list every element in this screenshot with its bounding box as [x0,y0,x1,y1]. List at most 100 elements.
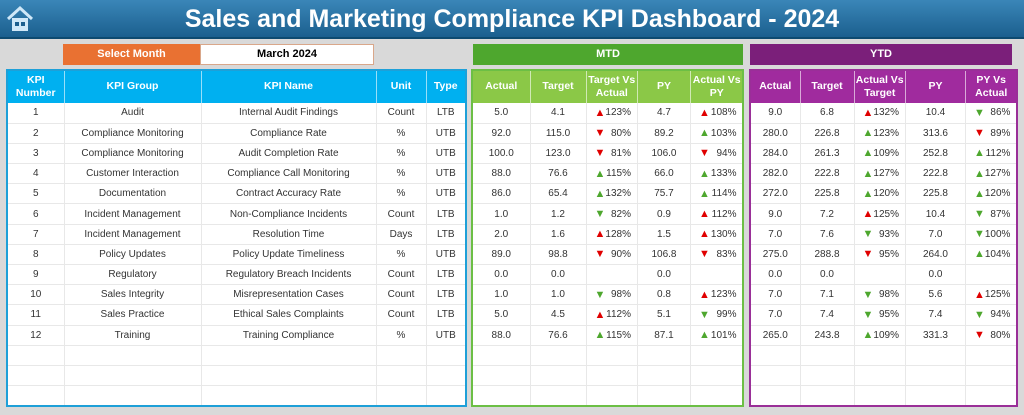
mtd-percent: 115% [606,329,631,341]
ytd-indicator: ▼ 98% [855,289,905,301]
triangle-down-icon: ▼ [594,208,606,221]
mtd-row: 5.0 4.1 ▲ 123% 4.7 ▲ 108% [472,103,744,124]
kpi-group: Policy Updates [64,244,202,266]
ytd-cell: 7.1 [800,284,855,306]
empty-cell [201,365,377,387]
kpi-number: 12 [7,325,65,346]
ytd-cell: 331.3 [905,325,966,346]
kpi-group: Incident Management [64,224,202,245]
triangle-up-icon: ▲ [973,167,985,180]
title-bar: Sales and Marketing Compliance KPI Dashb… [0,0,1024,39]
mtd-cell: 1.5 [637,224,691,245]
mtd-percent: 80% [610,127,631,139]
mtd-cell: 88.0 [472,325,531,346]
col-ytd-actual-vs-target: Actual Vs Target [854,70,906,103]
empty-cell [800,385,855,407]
ytd-row [750,385,1018,407]
ytd-cell: ▼ 86% [965,103,1018,124]
ytd-cell: 0.0 [800,264,855,286]
ytd-indicator: ▼ 94% [966,309,1016,321]
ytd-row: 280.0 226.8 ▲ 123% 313.6 ▼ 89% [750,123,1018,144]
kpi-number: 7 [7,224,65,245]
triangle-up-icon: ▲ [862,329,874,342]
empty-cell [965,345,1018,366]
ytd-percent: 120% [984,188,1011,200]
mtd-indicator: ▲ 133% [691,168,743,180]
triangle-down-icon: ▼ [862,248,874,261]
mtd-cell: ▲ 112% [586,304,638,326]
ytd-row: 7.0 7.6 ▼ 93% 7.0 ▼ 100% [750,224,1018,245]
kpi-unit: Count [376,203,427,225]
kpi-number: 10 [7,284,65,306]
mtd-cell: 5.0 [472,103,531,124]
mtd-cell [690,264,744,286]
ytd-percent: 109% [873,329,899,341]
table-row: 7 Incident Management Resolution Time Days L… [7,224,467,245]
ytd-indicator: ▼ 89% [966,127,1016,139]
col-unit: Unit [376,70,427,103]
empty-cell [64,365,202,387]
kpi-number: 8 [7,244,65,266]
col-ytd-target: Target [800,70,855,103]
mtd-cell: 1.0 [530,284,587,306]
kpi-unit: Days [376,224,427,245]
empty-cell [586,345,638,366]
ytd-percent: 86% [990,107,1011,119]
empty-cell [905,365,966,387]
col-mtd-target: Target [530,70,587,103]
mtd-cell [586,264,638,286]
triangle-down-icon: ▼ [594,288,606,301]
mtd-row: 86.0 65.4 ▲ 132% 75.7 ▲ 114% [472,183,744,205]
mtd-percent: 82% [610,208,631,220]
ytd-indicator: ▼ 100% [966,228,1016,240]
kpi-type: LTB [426,224,467,245]
home-icon[interactable] [5,5,35,33]
kpi-unit: Count [376,304,427,326]
ytd-cell: 7.0 [905,224,966,245]
triangle-up-icon: ▲ [594,329,606,342]
ytd-cell: 272.0 [750,183,801,205]
ytd-indicator: ▲ 104% [966,248,1016,260]
empty-cell [690,345,744,366]
mtd-cell: ▲ 123% [586,103,638,124]
mtd-indicator: ▼ 99% [691,309,743,321]
mtd-cell: 1.0 [472,203,531,225]
ytd-row: 7.0 7.4 ▼ 95% 7.4 ▼ 94% [750,304,1018,326]
empty-cell [64,385,202,407]
ytd-cell: ▲ 127% [854,163,906,185]
mtd-percent: 98% [610,289,631,301]
triangle-down-icon: ▼ [973,329,985,342]
kpi-name: Non-Compliance Incidents [201,203,377,225]
ytd-cell [965,264,1018,286]
mtd-percent: 103% [710,127,737,139]
kpi-number: 4 [7,163,65,185]
triangle-up-icon: ▲ [698,127,710,140]
ytd-cell: 284.0 [750,143,801,165]
mtd-indicator: ▼ 83% [691,248,743,260]
mtd-row: 92.0 115.0 ▼ 80% 89.2 ▲ 103% [472,123,744,144]
kpi-unit: Count [376,284,427,306]
ytd-cell: 7.0 [750,304,801,326]
ytd-percent: 125% [873,208,899,220]
mtd-table: Actual Target Target Vs Actual PY Actual… [471,69,745,407]
ytd-cell: 313.6 [905,123,966,144]
ytd-row: 272.0 225.8 ▲ 120% 225.8 ▲ 120% [750,183,1018,205]
kpi-type: UTB [426,183,467,205]
kpi-number: 9 [7,264,65,286]
mtd-cell: 123.0 [530,143,587,165]
ytd-row: 9.0 7.2 ▲ 125% 10.4 ▼ 87% [750,203,1018,225]
empty-cell [586,385,638,407]
ytd-cell: 280.0 [750,123,801,144]
ytd-cell: 10.4 [905,203,966,225]
mtd-indicator: ▲ 114% [691,188,743,200]
kpi-unit: % [376,325,427,346]
mtd-cell: ▼ 94% [690,143,744,165]
mtd-row [472,365,744,387]
empty-cell [750,345,801,366]
triangle-down-icon: ▼ [594,248,606,261]
month-dropdown[interactable]: March 2024 [200,44,374,65]
ytd-cell: 7.4 [905,304,966,326]
col-kpi-group: KPI Group [64,70,202,103]
triangle-up-icon: ▲ [862,127,874,140]
kpi-type: LTB [426,203,467,225]
